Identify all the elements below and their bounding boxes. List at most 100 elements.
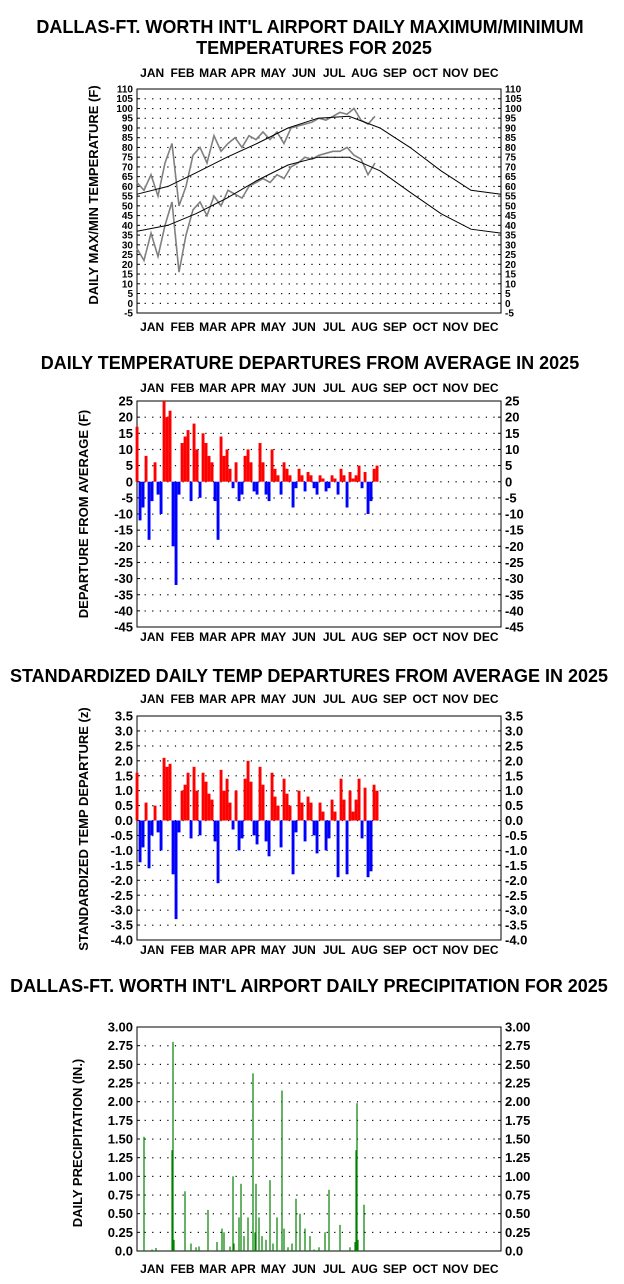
grid-dot bbox=[356, 283, 359, 285]
grid-dot bbox=[205, 416, 207, 418]
grid-dot bbox=[144, 273, 146, 275]
grid-dot bbox=[432, 98, 434, 100]
grid-dot bbox=[372, 849, 374, 852]
grid-dot bbox=[281, 610, 283, 612]
grid-dot bbox=[493, 1194, 495, 1196]
grid-dot bbox=[243, 146, 245, 149]
grid-dot bbox=[243, 127, 245, 129]
grid-dot bbox=[296, 610, 298, 612]
grid-dot bbox=[447, 924, 450, 926]
grid-dot bbox=[432, 254, 434, 256]
grid-dot bbox=[303, 790, 305, 792]
grid-dot bbox=[349, 1138, 351, 1140]
grid-dot bbox=[470, 1045, 472, 1047]
grid-dot bbox=[174, 790, 177, 792]
grid-dot bbox=[235, 146, 237, 149]
data-bar bbox=[198, 481, 202, 498]
grid-dot bbox=[356, 98, 359, 100]
grid-dot bbox=[341, 745, 343, 747]
grid-dot bbox=[470, 127, 472, 129]
grid-dot bbox=[372, 745, 374, 747]
grid-dot bbox=[470, 864, 472, 866]
grid-dot bbox=[281, 127, 283, 129]
grid-dot bbox=[311, 594, 313, 596]
grid-dot bbox=[425, 1138, 427, 1140]
grid-dot bbox=[402, 273, 404, 275]
grid-dot bbox=[485, 1138, 487, 1140]
grid-dot bbox=[319, 820, 321, 822]
grid-dot bbox=[228, 234, 230, 236]
grid-dot bbox=[311, 513, 313, 515]
grid-dot bbox=[493, 156, 495, 158]
y-tick-label-left: 1.00 bbox=[108, 1169, 133, 1184]
y-tick-label-right: -10 bbox=[505, 507, 524, 522]
grid-dot bbox=[144, 283, 146, 285]
grid-dot bbox=[356, 835, 359, 837]
grid-dot bbox=[493, 835, 495, 837]
grid-dot bbox=[205, 302, 207, 304]
grid-dot bbox=[167, 879, 169, 881]
grid-dot bbox=[402, 497, 404, 499]
grid-dot bbox=[197, 293, 199, 295]
grid-dot bbox=[296, 224, 298, 226]
grid-dot bbox=[455, 790, 457, 792]
grid-dot bbox=[417, 1157, 419, 1159]
grid-dot bbox=[387, 185, 389, 188]
grid-dot bbox=[197, 195, 199, 197]
grid-dot bbox=[197, 273, 199, 275]
grid-dot bbox=[485, 790, 487, 792]
grid-dot bbox=[235, 244, 237, 246]
grid-dot bbox=[394, 545, 396, 547]
month-label: APR bbox=[230, 66, 256, 80]
y-tick-label-right: 10 bbox=[505, 442, 519, 457]
grid-dot bbox=[447, 1175, 450, 1177]
grid-dot bbox=[174, 98, 177, 100]
grid-dot bbox=[402, 775, 404, 777]
grid-dot bbox=[250, 254, 252, 256]
month-label: NOV bbox=[442, 692, 468, 706]
grid-dot bbox=[258, 1045, 260, 1047]
grid-dot bbox=[440, 98, 442, 100]
grid-dot bbox=[341, 481, 343, 483]
grid-dot bbox=[387, 416, 389, 418]
grid-dot bbox=[341, 1138, 343, 1140]
grid-dot bbox=[144, 224, 146, 226]
grid-dot bbox=[303, 234, 305, 236]
grid-dot bbox=[205, 127, 207, 129]
grid-dot bbox=[349, 263, 351, 265]
grid-dot bbox=[379, 864, 381, 866]
grid-dot bbox=[432, 594, 434, 596]
y-tick-label-left: -1.0 bbox=[111, 843, 133, 858]
grid-dot bbox=[296, 156, 298, 158]
grid-dot bbox=[144, 146, 146, 149]
grid-dot bbox=[265, 497, 268, 499]
grid-dot bbox=[205, 820, 207, 822]
grid-dot bbox=[326, 1231, 328, 1233]
grid-dot bbox=[356, 745, 359, 747]
grid-dot bbox=[478, 820, 480, 822]
grid-dot bbox=[417, 545, 419, 547]
grid-dot bbox=[235, 293, 237, 295]
grid-dot bbox=[311, 561, 313, 564]
grid-dot bbox=[387, 849, 389, 852]
grid-dot bbox=[341, 273, 343, 275]
grid-dot bbox=[432, 909, 434, 911]
grid-dot bbox=[402, 1213, 404, 1215]
grid-dot bbox=[447, 835, 450, 837]
grid-dot bbox=[288, 465, 290, 467]
grid-dot bbox=[326, 205, 328, 207]
grid-dot bbox=[296, 234, 298, 236]
grid-dot bbox=[356, 545, 359, 547]
month-label: SEP bbox=[383, 66, 407, 80]
grid-dot bbox=[212, 1045, 214, 1047]
grid-dot bbox=[394, 610, 396, 612]
grid-dot bbox=[425, 820, 427, 822]
grid-dot bbox=[258, 224, 260, 226]
grid-dot bbox=[440, 745, 442, 747]
data-bar bbox=[272, 1243, 274, 1251]
grid-dot bbox=[356, 176, 359, 178]
grid-dot bbox=[273, 127, 275, 129]
grid-dot bbox=[258, 263, 260, 265]
grid-dot bbox=[167, 108, 169, 110]
